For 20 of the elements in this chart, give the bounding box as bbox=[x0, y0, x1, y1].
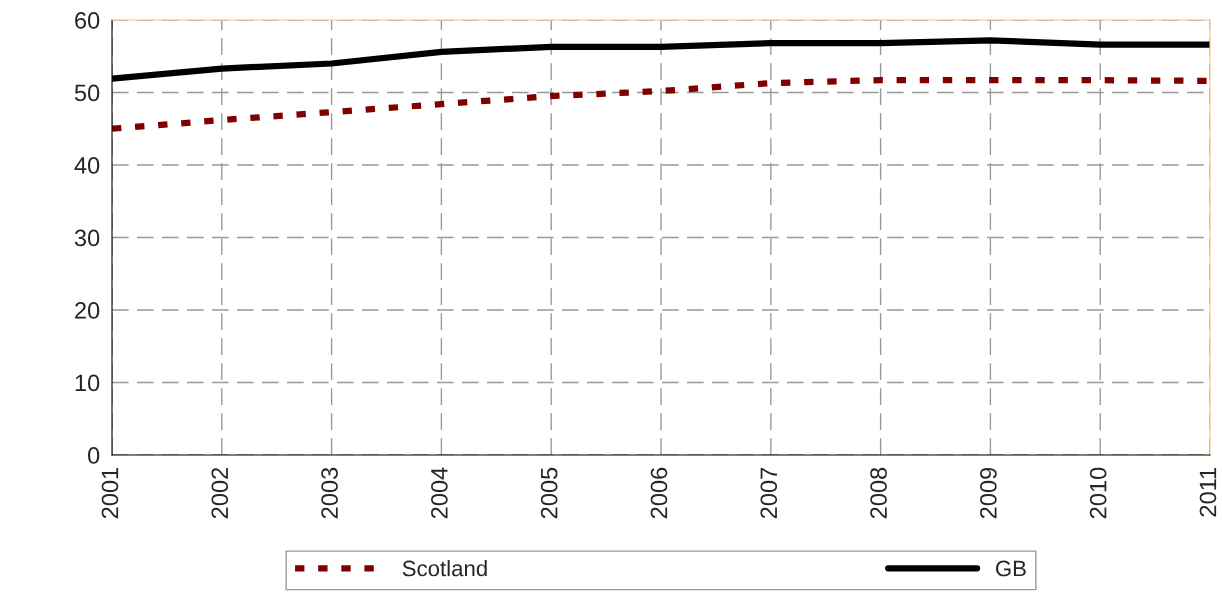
y-tick-label: 20 bbox=[75, 302, 100, 319]
x-tick-label: 2004 bbox=[431, 467, 448, 519]
x-tick-label: 2007 bbox=[760, 467, 778, 519]
y-tick-label: 40 bbox=[74, 157, 100, 174]
x-tick-label: 2002 bbox=[211, 467, 229, 519]
x-tick-label: 2003 bbox=[321, 467, 338, 519]
y-tick-label: 0 bbox=[87, 447, 100, 464]
x-tick-label: 2006 bbox=[650, 467, 668, 519]
legend-label: Scotland bbox=[402, 560, 487, 577]
x-tick-label: 2005 bbox=[540, 467, 558, 519]
y-tick-label: 60 bbox=[75, 12, 100, 29]
x-tick-label: 2011 bbox=[1199, 467, 1217, 517]
legend-label: GB bbox=[995, 560, 1026, 577]
x-tick-label: 2010 bbox=[1089, 467, 1107, 519]
y-tick-label: 50 bbox=[74, 84, 100, 102]
x-tick-label: 2009 bbox=[980, 467, 997, 519]
x-tick-label: 2001 bbox=[101, 467, 119, 519]
x-tick-label: 2008 bbox=[870, 467, 887, 519]
y-tick-label: 30 bbox=[74, 229, 100, 247]
y-tick-label: 10 bbox=[75, 374, 100, 392]
